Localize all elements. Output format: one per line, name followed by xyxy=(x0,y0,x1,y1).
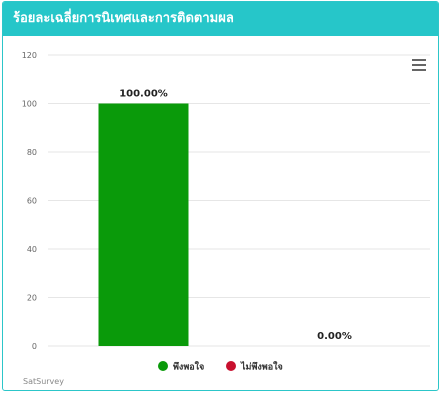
legend-item[interactable]: พึงพอใจ xyxy=(158,361,204,373)
legend-marker xyxy=(226,361,236,371)
bar-chart: 0 20 40 60 80 100 120 100.00% 0.00% พึงพอใจ ไม่พึง… xyxy=(22,51,430,373)
bar-satisfied xyxy=(98,103,189,346)
data-label: 0.00% xyxy=(317,331,352,342)
chart-credit[interactable]: SatSurvey xyxy=(23,377,64,386)
y-tick-label: 80 xyxy=(27,148,37,157)
hamburger-menu-icon[interactable] xyxy=(412,59,426,71)
y-tick-label: 120 xyxy=(22,51,37,60)
y-tick-label: 60 xyxy=(27,197,37,206)
legend-label: ไม่พึงพอใจ xyxy=(240,361,283,373)
legend-marker xyxy=(158,361,168,371)
y-tick-label: 40 xyxy=(27,245,37,254)
data-label: 100.00% xyxy=(119,89,168,100)
y-tick-label: 100 xyxy=(22,100,37,109)
legend-label: พึงพอใจ xyxy=(173,361,204,373)
chart-area: 0 20 40 60 80 100 120 100.00% 0.00% พึงพอใจ ไม่พึง… xyxy=(3,36,438,390)
y-tick-label: 0 xyxy=(32,342,37,351)
chart-panel: ร้อยละเฉลี่ยการนิเทศและการติดตามผล 0 20 40… xyxy=(2,1,439,391)
legend-item[interactable]: ไม่พึงพอใจ xyxy=(226,361,283,373)
y-tick-label: 20 xyxy=(27,294,37,303)
panel-title: ร้อยละเฉลี่ยการนิเทศและการติดตามผล xyxy=(3,2,438,36)
